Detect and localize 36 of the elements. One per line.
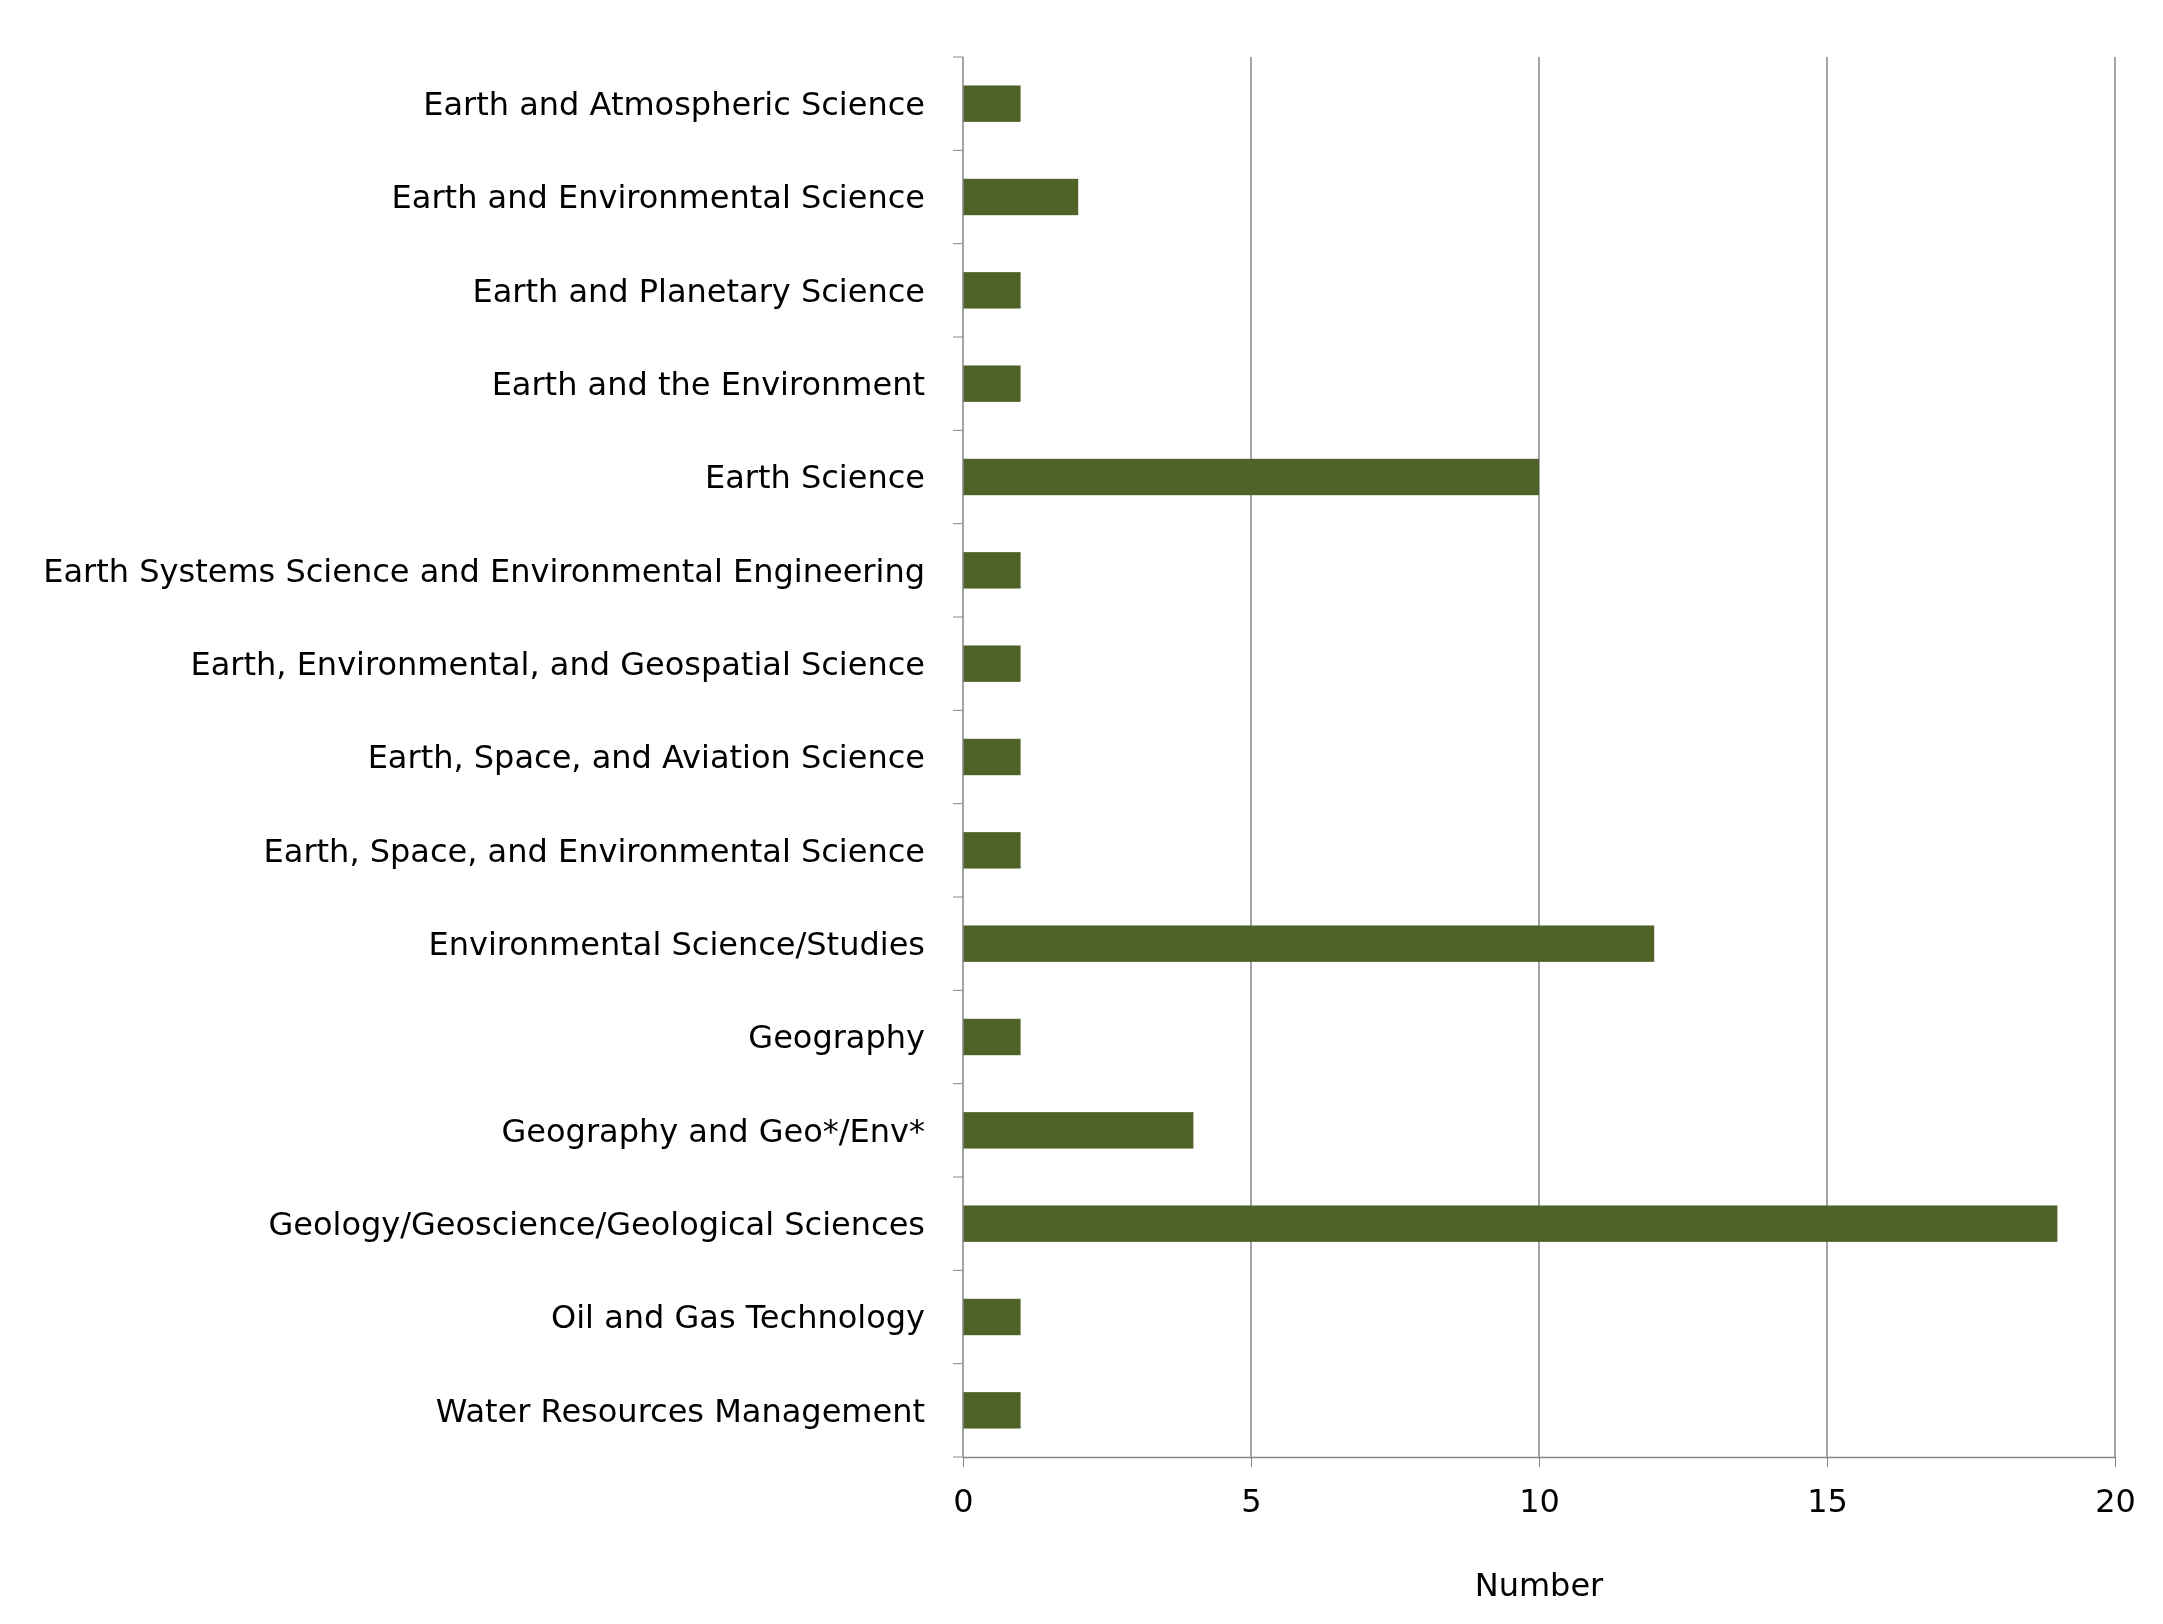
y-tick-label: Geography and Geo*/Env* (501, 1111, 925, 1150)
bar (963, 832, 1021, 869)
x-tick-label: 20 (2095, 1481, 2136, 1520)
bar (963, 458, 1539, 496)
bar (963, 1298, 1021, 1336)
y-tick-label: Water Resources Management (435, 1391, 925, 1430)
bar (963, 645, 1021, 682)
y-tick-label: Oil and Gas Technology (550, 1298, 925, 1337)
bar (963, 738, 1021, 776)
y-tick-label: Earth and the Environment (491, 364, 925, 403)
bar (963, 925, 1655, 962)
y-tick-label: Geography (748, 1018, 925, 1057)
bar (963, 552, 1021, 589)
x-axis-title: Number (1474, 1566, 1605, 1604)
bar (963, 1112, 1194, 1149)
y-tick-label: Earth Science (704, 458, 925, 497)
x-tick-label: 0 (953, 1481, 974, 1520)
y-tick-label: Earth and Atmospheric Science (423, 84, 925, 123)
bar (963, 178, 1079, 216)
bar (963, 272, 1021, 309)
bar (963, 1392, 1021, 1429)
y-tick-label: Geology/Geoscience/Geological Sciences (268, 1204, 925, 1243)
y-tick-label: Earth, Environmental, and Geospatial Science (190, 644, 925, 683)
y-tick-label: Earth, Space, and Environmental Science (263, 831, 925, 870)
x-tick-label: 15 (1807, 1481, 1848, 1520)
y-tick-label: Environmental Science/Studies (428, 924, 925, 963)
y-tick-label: Earth and Planetary Science (472, 271, 925, 310)
bar (963, 1205, 2058, 1242)
bar (963, 1018, 1021, 1056)
bar (963, 85, 1021, 122)
x-tick-label: 5 (1241, 1481, 1262, 1520)
y-tick-label: Earth, Space, and Aviation Science (367, 738, 925, 777)
y-tick-label: Earth and Environmental Science (391, 178, 925, 217)
bar (963, 365, 1021, 402)
y-tick-label: Earth Systems Science and Environmental Engineering (43, 551, 925, 590)
x-tick-label: 10 (1519, 1481, 1560, 1520)
